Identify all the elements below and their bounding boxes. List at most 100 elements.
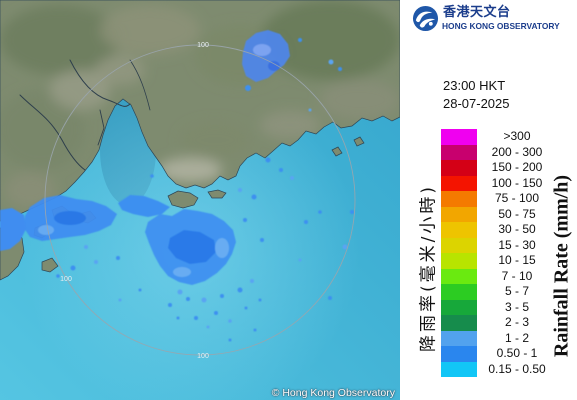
range-ring-label: 100 [197, 42, 209, 49]
legend-row: 200 - 300 [441, 144, 557, 160]
legend-label: 15 - 30 [498, 237, 536, 252]
rain-echo [338, 67, 342, 71]
rain-echo [328, 59, 334, 65]
legend-row: 1 - 2 [441, 330, 557, 346]
legend-row: 10 - 15 [441, 253, 557, 269]
logo-english-name: HONG KONG OBSERVATORY [442, 21, 560, 31]
legend-label: 10 - 15 [498, 253, 536, 267]
legend-swatch [441, 330, 477, 346]
rain-echo [168, 303, 172, 307]
rain-echo [298, 258, 302, 262]
legend-label: 30 - 50 [498, 222, 536, 236]
river [97, 109, 105, 146]
rain-echo [194, 316, 198, 320]
legend-label: 7 - 10 [501, 268, 533, 283]
rain-echo [318, 210, 322, 214]
rain-echo [253, 328, 257, 332]
legend-label: 3 - 5 [504, 299, 529, 314]
rain-echo [244, 306, 248, 310]
rain-echo [304, 220, 308, 224]
legend-row: >300 [441, 129, 557, 145]
rain-echo [350, 210, 354, 214]
rivers [19, 59, 151, 171]
radar-map-image: 100 100 100 [0, 0, 400, 400]
rain-echo [258, 298, 262, 302]
rain-echo [214, 311, 218, 315]
rain-echo [260, 238, 264, 242]
copyright-notice: © Hong Kong Observatory [271, 387, 395, 399]
rain-echoes [0, 30, 354, 342]
range-ring-label: 100 [60, 276, 72, 283]
legend-swatch [441, 129, 477, 145]
legend-row: 30 - 50 [441, 222, 557, 238]
rain-echo [268, 61, 280, 71]
legend-row: 150 - 200 [441, 160, 557, 176]
range-ring-label: 100 [197, 353, 209, 360]
rain-echo [186, 297, 190, 301]
legend-row: 15 - 30 [441, 237, 557, 253]
legend-row: 3 - 5 [441, 299, 557, 315]
legend-label: 2 - 3 [504, 315, 529, 329]
rain-echo [238, 188, 242, 192]
rain-echo [251, 194, 257, 200]
rain-echo [308, 108, 312, 112]
rain-echo [118, 195, 170, 217]
rain-echo [176, 316, 180, 320]
rain-echo [56, 274, 60, 278]
rain-echo [201, 297, 207, 303]
observation-time: 23:00 HKT [443, 78, 506, 93]
info-panel: 香港天文台 HONG KONG OBSERVATORY 23:00 HKT 28… [400, 0, 577, 400]
legend-swatch [441, 361, 477, 377]
radar-map: 100 100 100 © Hong Kong Observatory [0, 0, 400, 400]
legend-swatch [441, 191, 477, 207]
rain-echo [177, 289, 183, 295]
legend-label: 0.15 - 0.50 [488, 361, 546, 376]
hko-emblem-icon [412, 5, 439, 32]
river [129, 59, 151, 111]
legend-label: 1 - 2 [504, 330, 529, 345]
rain-echo [228, 338, 232, 342]
legend-row: 75 - 100 [441, 191, 557, 207]
legend-row: 7 - 10 [441, 268, 557, 284]
rain-echo [237, 287, 243, 293]
river [19, 94, 86, 171]
rain-echo [228, 319, 232, 323]
rain-echo [253, 44, 271, 56]
river [69, 59, 131, 107]
rain-echo [118, 298, 122, 302]
legend-row: 0.50 - 1 [441, 346, 557, 362]
rain-echo [0, 208, 26, 251]
legend-label: 50 - 75 [498, 206, 536, 221]
rain-echo [94, 260, 98, 264]
rain-echo [215, 238, 229, 258]
legend-title-chinese: 降雨率(毫米/小時) [418, 184, 439, 352]
rain-echo [245, 85, 251, 91]
observation-date: 28-07-2025 [443, 96, 510, 111]
legend-swatch [441, 253, 477, 269]
logo-chinese-name: 香港天文台 [443, 5, 511, 20]
legend-row: 50 - 75 [441, 206, 557, 222]
rain-echo [279, 168, 283, 172]
legend-swatch [441, 299, 477, 315]
legend-row: 5 - 7 [441, 284, 557, 300]
rain-echo [168, 230, 216, 264]
rain-echo [38, 225, 54, 235]
rain-echo [116, 256, 120, 260]
rain-echo [220, 294, 224, 298]
rain-echo [342, 244, 348, 250]
legend-title-english: Rainfall Rate (mm/h) [550, 174, 573, 358]
legend-label: 0.50 - 1 [496, 346, 538, 360]
rain-echo [243, 218, 247, 222]
legend-label: 100 - 150 [491, 175, 543, 190]
legend-label: 200 - 300 [491, 144, 543, 159]
rain-echo [138, 288, 142, 292]
legend-swatch [441, 284, 477, 300]
legend-swatch [441, 346, 477, 362]
rain-echo [328, 296, 332, 300]
legend-label: >300 [503, 129, 531, 143]
rain-echo [290, 176, 294, 180]
legend-swatch [441, 206, 477, 222]
legend-swatch [441, 315, 477, 331]
rain-echo [70, 265, 76, 271]
rain-echo [298, 38, 302, 42]
